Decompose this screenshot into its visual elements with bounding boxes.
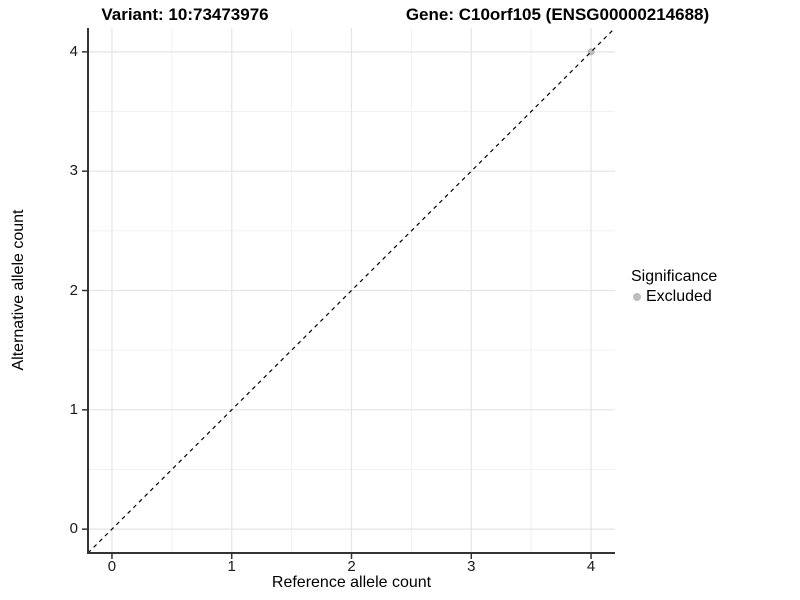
x-tick-label: 2 [347, 558, 356, 575]
variant-title: Variant: 10:73473976 [101, 5, 269, 24]
identity-line [87, 27, 616, 554]
x-tick-label: 1 [227, 558, 236, 575]
x-tick-label: 0 [107, 558, 117, 575]
y-tick-label: 4 [69, 42, 78, 60]
gene-title: Gene: C10orf105 (ENSG00000214688) [405, 5, 710, 24]
legend-title: Significance [631, 268, 718, 285]
legend-item-label: Excluded [646, 288, 712, 305]
y-tick-label: 0 [69, 520, 78, 538]
y-tick-label: 1 [69, 400, 78, 418]
y-tick-label: 3 [69, 162, 78, 180]
x-tick-label: 3 [467, 558, 476, 575]
x-axis-title: Reference allele count [271, 574, 432, 591]
y-tick-label: 2 [69, 281, 78, 299]
x-tick-label: 4 [586, 558, 596, 575]
y-axis-title: Alternative allele count [10, 209, 27, 371]
legend-item-excluded: Excluded [633, 288, 717, 306]
legend: Significance Excluded [631, 268, 717, 306]
excluded-point-icon [633, 293, 641, 301]
